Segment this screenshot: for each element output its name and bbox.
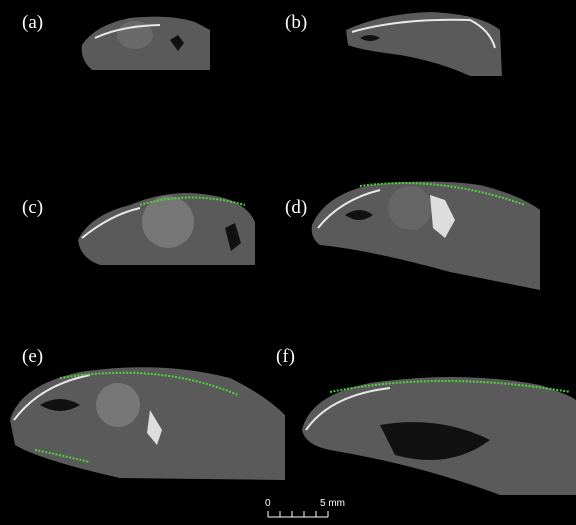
scan-b bbox=[346, 12, 502, 76]
scan-d bbox=[311, 181, 540, 290]
panel-label: (e) bbox=[22, 346, 43, 367]
panel-label: (c) bbox=[22, 197, 43, 218]
panel-label: (d) bbox=[285, 197, 307, 218]
scale-start: 0 bbox=[265, 498, 271, 509]
scan-f bbox=[302, 376, 576, 495]
panel-label: (b) bbox=[285, 12, 307, 33]
scan-a bbox=[81, 16, 210, 71]
panel-label: (a) bbox=[22, 12, 43, 33]
scale-bar bbox=[267, 511, 329, 518]
panel-label: (f) bbox=[276, 346, 295, 367]
scan-e bbox=[10, 367, 285, 480]
scan-c bbox=[78, 192, 255, 265]
scale-end: 5 mm bbox=[320, 498, 345, 509]
